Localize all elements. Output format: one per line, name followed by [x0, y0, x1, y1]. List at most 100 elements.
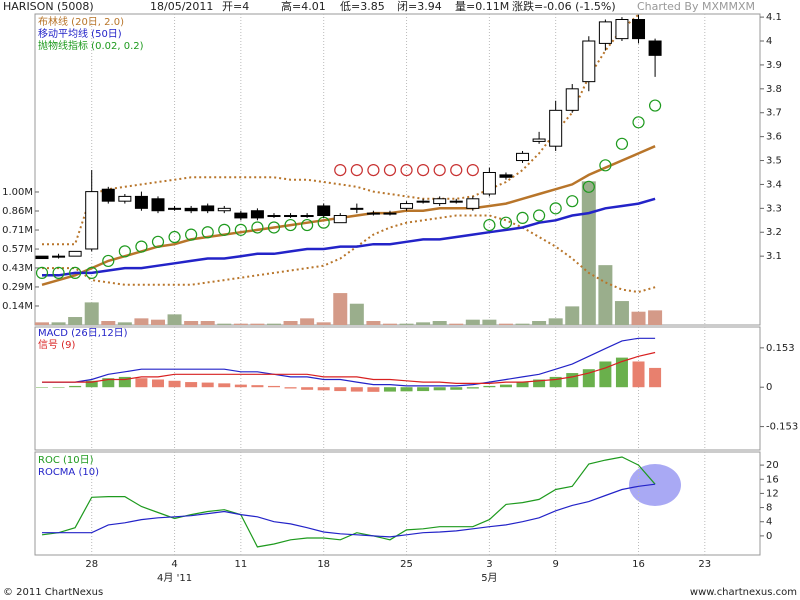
histogram-bar: [615, 357, 628, 388]
y-tick-label: 3.1: [766, 251, 782, 262]
header-volume: 量=0.11M: [455, 0, 509, 13]
sar-point: [85, 266, 98, 279]
bollinger-lower: [42, 214, 656, 294]
y-tick-label: -0.153: [766, 422, 798, 433]
price-panel: [34, 13, 761, 326]
histogram-bar: [334, 387, 347, 392]
y-tick-label: 12: [766, 488, 779, 499]
histogram-bar: [284, 387, 297, 389]
candle-body: [134, 195, 148, 209]
header-change: 涨跌=-0.06 (-1.5%): [512, 0, 616, 13]
volume-bar: [548, 318, 563, 325]
volume-bar: [283, 321, 298, 325]
sar-point: [168, 230, 181, 244]
histogram-bar: [367, 387, 380, 392]
x-tick-label: 9: [552, 559, 558, 570]
candle-body: [52, 255, 66, 258]
stock-title: HARISON (5008): [3, 0, 94, 13]
sar-point: [69, 266, 82, 279]
legend-entry: 布林线 (20日, 2.0): [38, 15, 124, 28]
histogram-bar: [649, 367, 662, 388]
volume-bar: [134, 318, 149, 325]
candle-body: [35, 255, 49, 260]
x-tick-label: 28: [85, 559, 98, 570]
macd-line: [42, 351, 656, 384]
sar-point: [615, 137, 629, 150]
x-tick-label: 23: [698, 559, 711, 570]
volume-bar: [515, 323, 530, 325]
legend-entry: 信号 (9): [38, 339, 75, 351]
sar-point: [450, 163, 463, 177]
y-tick-label: 3.6: [766, 132, 782, 143]
sar-point: [466, 163, 479, 177]
volume-bar: [598, 265, 613, 325]
legend-entry: MACD (26日,12日): [38, 328, 128, 339]
sar-point: [532, 209, 546, 222]
sar-point: [632, 116, 645, 129]
volume-bar: [233, 323, 248, 325]
y-tick-label: 0.14M: [2, 301, 33, 312]
volume-bar: [117, 322, 132, 325]
sar-point: [234, 223, 247, 236]
histogram-bar: [350, 387, 363, 392]
y-tick-label: 0.29M: [2, 282, 33, 293]
volume-bar: [35, 322, 49, 325]
y-tick-label: 8: [766, 503, 772, 514]
x-tick-label: 3: [486, 559, 492, 570]
candle-body: [565, 88, 579, 111]
histogram-bar: [201, 382, 214, 388]
y-tick-label: 3.7: [766, 108, 782, 119]
y-tick-label: 1.00M: [2, 187, 33, 198]
candle-body: [482, 171, 496, 195]
histogram-bar: [499, 384, 512, 388]
footer-left: © 2011 ChartNexus: [3, 587, 103, 598]
volume-bar: [366, 321, 381, 325]
histogram-bar: [317, 387, 330, 391]
sar-point: [102, 254, 115, 268]
sar-point: [185, 228, 198, 241]
histogram-bar: [251, 385, 264, 388]
y-tick-label: 0.71M: [2, 225, 33, 236]
candle-body: [184, 207, 198, 212]
histogram-bar: [533, 379, 546, 388]
volume-bar: [581, 181, 596, 325]
histogram-bar: [135, 378, 148, 388]
candle-body: [201, 205, 215, 212]
sar-point: [35, 266, 49, 279]
sar-point: [566, 195, 579, 208]
legend-entry: 抛物线指标 (0.02, 0.2): [38, 39, 144, 52]
header-close: 闭=3.94: [397, 0, 442, 13]
sar-point: [499, 216, 513, 229]
volume-bar: [200, 321, 215, 325]
volume-bar: [150, 319, 165, 325]
sar-point: [151, 235, 165, 248]
y-tick-label: 0.86M: [2, 206, 33, 217]
legend-entry: 移动平均线 (50日): [38, 27, 122, 40]
histogram-bar: [234, 384, 247, 388]
sar-point: [582, 180, 595, 193]
volume-bar: [382, 323, 397, 325]
bollinger-middle: [41, 145, 656, 287]
y-tick-label: 3.9: [766, 60, 782, 71]
highlight: [629, 464, 681, 506]
histogram-bar: [450, 387, 463, 390]
volume-bar: [449, 323, 464, 325]
candle-body: [267, 215, 281, 218]
sar-point: [52, 266, 65, 279]
sar-point: [483, 218, 496, 232]
volume-bar: [416, 322, 431, 325]
sar-point: [417, 163, 430, 177]
histogram-bar: [185, 382, 198, 388]
header-open: 开=4: [222, 0, 249, 13]
volume-bar: [101, 321, 116, 325]
y-tick-label: 0: [766, 382, 772, 393]
candle-body: [317, 205, 331, 217]
macd-line: [42, 337, 656, 387]
y-tick-label: 4.1: [766, 12, 782, 23]
y-tick-label: 20: [766, 460, 779, 471]
volume-bar: [84, 302, 99, 325]
histogram-bar: [417, 387, 430, 392]
histogram-bar: [85, 380, 98, 388]
volume-bar: [51, 322, 66, 325]
